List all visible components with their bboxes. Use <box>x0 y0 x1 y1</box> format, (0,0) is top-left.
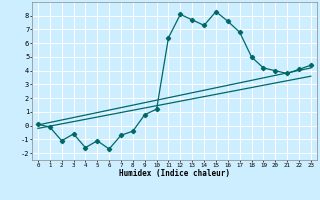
X-axis label: Humidex (Indice chaleur): Humidex (Indice chaleur) <box>119 169 230 178</box>
